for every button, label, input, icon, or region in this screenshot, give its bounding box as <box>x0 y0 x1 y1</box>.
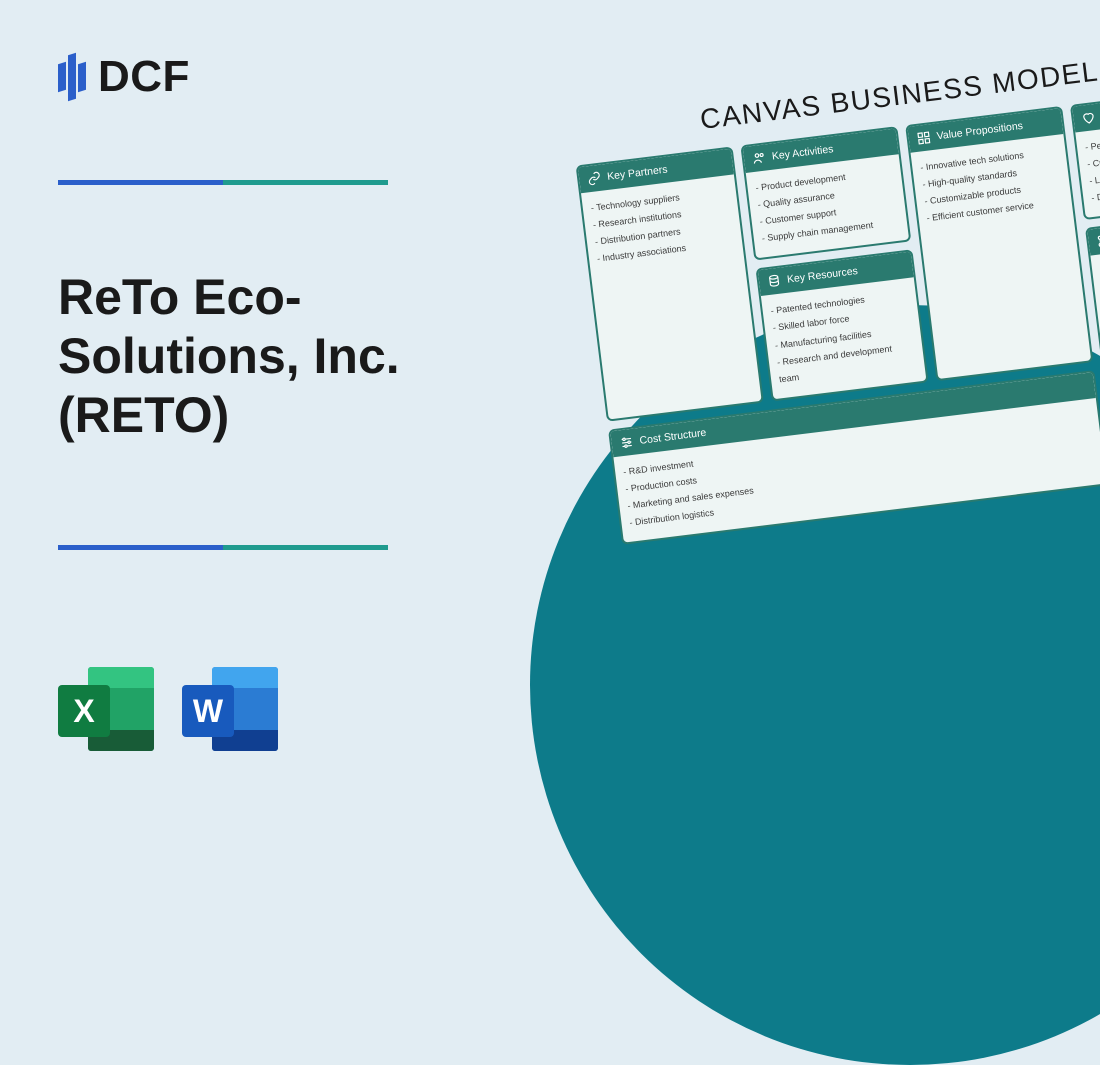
canvas-grid: Key Partners Technology suppliersResearc… <box>576 85 1100 545</box>
card-title: Cost Structure <box>639 427 707 447</box>
card-body: Technology suppliersResearch institution… <box>581 174 744 278</box>
brand-logo: DCF <box>58 52 190 102</box>
link-icon <box>587 171 603 187</box>
card-title: Key Activities <box>771 143 834 162</box>
card-key-activities: Key Activities Product developmentQualit… <box>740 126 911 261</box>
logo-mark-icon <box>58 54 86 100</box>
card-key-partners: Key Partners Technology suppliersResearc… <box>576 146 764 421</box>
card-value-propositions: Value Propositions Innovative tech solut… <box>905 106 1093 381</box>
card-title: Key Resources <box>786 265 858 286</box>
word-letter: W <box>182 685 234 737</box>
database-icon <box>766 274 782 290</box>
card-body: Product developmentQuality assuranceCust… <box>746 154 909 258</box>
divider-bottom <box>58 545 388 550</box>
card-body: Innovative tech solutionsHigh-quality st… <box>911 134 1074 238</box>
divider-top <box>58 180 388 185</box>
page-title: ReTo Eco-Solutions, Inc. (RETO) <box>58 268 438 445</box>
excel-icon[interactable]: X <box>58 661 154 757</box>
excel-letter: X <box>58 685 110 737</box>
file-icons-row: X W <box>58 661 278 757</box>
card-key-resources: Key Resources Patented technologiesSkill… <box>756 250 929 402</box>
card-body: Patented technologiesSkilled labor force… <box>761 278 926 399</box>
heart-icon <box>1081 110 1097 126</box>
grid-icon <box>916 130 932 146</box>
network-icon <box>1096 233 1100 249</box>
card-title: Value Propositions <box>936 120 1024 142</box>
card-customer-relationships: Customer Relationships PersonalizedCusto… <box>1070 86 1100 221</box>
sliders-icon <box>619 435 635 451</box>
canvas-preview: CANVAS BUSINESS MODEL Key Partners Techn… <box>570 40 1100 545</box>
card-title: Key Partners <box>606 164 668 183</box>
people-icon <box>751 150 767 166</box>
brand-text: DCF <box>98 52 190 102</box>
word-icon[interactable]: W <box>182 661 278 757</box>
